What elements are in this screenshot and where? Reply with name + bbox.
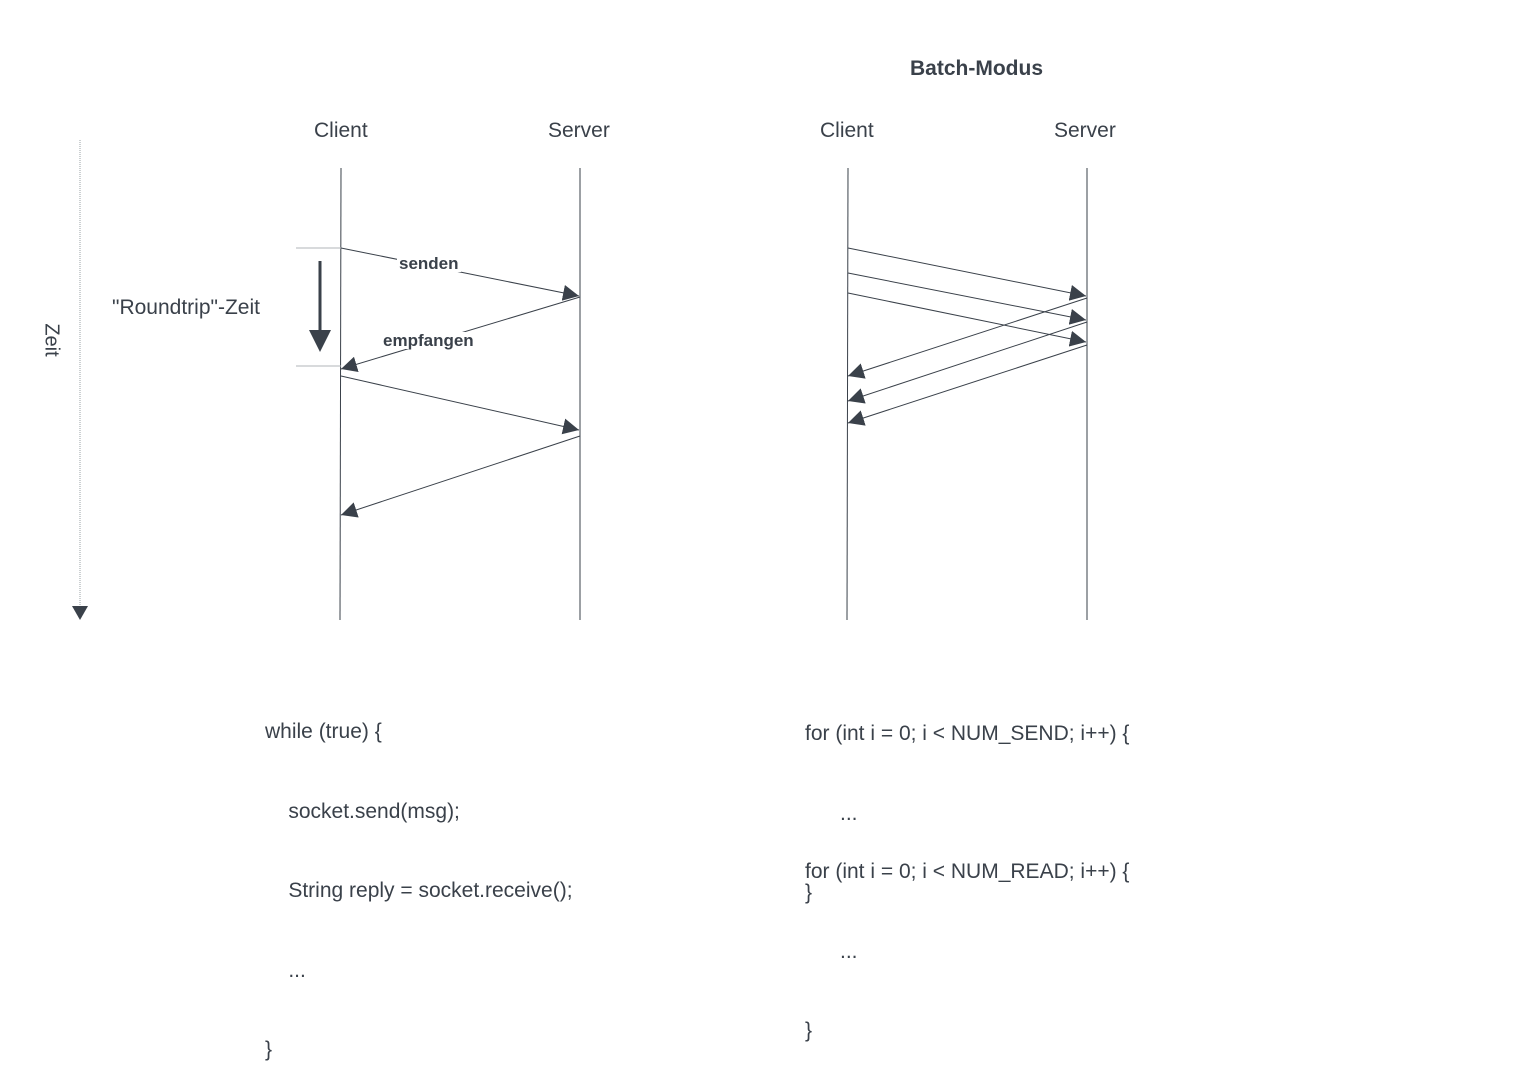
batch-receive-message-2 — [847, 321, 1088, 404]
code-line: ... — [805, 801, 858, 825]
code-line: ... — [265, 958, 306, 982]
receive-label: empfangen — [381, 331, 476, 350]
time-axis-label: Zeit — [40, 323, 63, 357]
right-client-lifeline — [846, 167, 849, 621]
batch-send-message-2 — [847, 272, 1087, 325]
code-line: socket.send(msg); — [265, 799, 460, 823]
code-line: while (true) { — [265, 720, 382, 743]
code-line: String reply = socket.receive(); — [265, 879, 573, 902]
batch-receive-message-1 — [847, 297, 1088, 379]
left-send-message-1 — [340, 247, 580, 301]
left-receive-message-2 — [340, 435, 581, 518]
code-line: for (int i = 0; i < NUM_READ; i++) { — [805, 860, 1130, 883]
batch-receive-message-3 — [847, 344, 1088, 426]
code-line: } — [805, 881, 813, 904]
roundtrip-arrowhead — [309, 330, 331, 352]
code-line: ... — [805, 939, 858, 963]
left-client-label: Client — [314, 119, 368, 142]
batch-read-code-block: for (int i = 0; i < NUM_READ; i++) { ...… — [805, 806, 1129, 1071]
code-line: } — [265, 1038, 273, 1061]
right-client-label: Client — [820, 119, 874, 142]
time-axis-arrowhead — [72, 606, 88, 620]
left-server-label: Server — [548, 119, 610, 142]
batch-mode-title: Batch-Modus — [910, 57, 1043, 80]
left-send-message-2 — [340, 375, 580, 435]
left-code-block: while (true) { socket.send(msg); String … — [265, 666, 573, 1090]
right-server-label: Server — [1054, 119, 1116, 142]
left-client-lifeline — [339, 167, 342, 621]
code-line: } — [805, 1019, 813, 1042]
batch-send-message-3 — [847, 292, 1087, 347]
sequence-diagram-canvas — [72, 140, 1088, 621]
batch-send-message-1 — [847, 247, 1087, 301]
send-label: senden — [397, 254, 461, 273]
roundtrip-label: "Roundtrip"-Zeit — [112, 296, 260, 319]
batch-send-code-block: for (int i = 0; i < NUM_SEND; i++) { ...… — [805, 668, 1129, 933]
code-line: for (int i = 0; i < NUM_SEND; i++) { — [805, 722, 1130, 745]
